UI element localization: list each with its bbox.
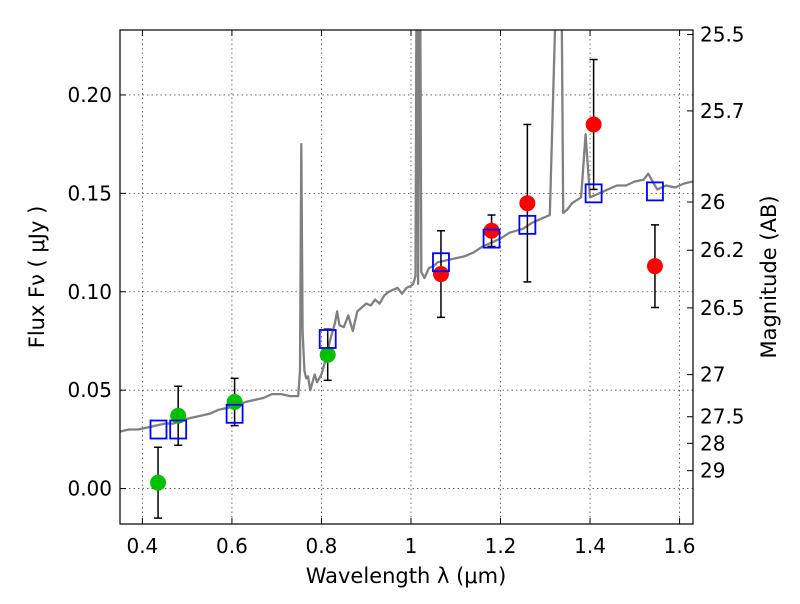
plot-frame — [119, 29, 694, 525]
y-tick-label: 0.00 — [67, 477, 112, 501]
model-photometry-square — [518, 214, 537, 235]
y-axis-label: Flux Fν ( μJy ) — [25, 206, 49, 349]
x-axis-label: Wavelength λ (μm) — [306, 564, 507, 588]
model-photometry-square — [169, 419, 188, 440]
y-tick-label: 0.20 — [67, 83, 112, 107]
mag-tick-label: 25.5 — [700, 23, 745, 47]
mag-tick-label: 27 — [700, 363, 725, 387]
x-tick-label: 0.8 — [306, 534, 338, 558]
mag-tick-label: 26 — [700, 190, 725, 214]
observed-photometry-point — [432, 266, 449, 283]
observed-photometry-point — [646, 258, 663, 275]
x-tick-label: 1.4 — [574, 534, 606, 558]
ticks-layer: 0.4 0.6 0.8 1 1.2 1.4 1.6 0.00 0.05 0.10 0.15 0.20 2… — [67, 23, 744, 558]
observed-photometry-point — [150, 474, 167, 491]
observed-photometry-point — [483, 222, 500, 239]
observed-photometry-point — [585, 116, 602, 133]
y-tick-label: 0.15 — [67, 181, 112, 205]
mag-tick-label: 29 — [700, 459, 725, 483]
observed-photometry-point — [319, 346, 336, 363]
spectrum-layer — [120, 30, 693, 433]
model-spectrum-line — [120, 30, 693, 433]
x-tick-label: 1.6 — [664, 534, 696, 558]
mag-tick-label: 28 — [700, 431, 725, 455]
right-axis-label: Magnitude (AB) — [757, 195, 781, 358]
model-photometry-square — [482, 228, 501, 249]
model-photometry-square — [584, 183, 603, 204]
mag-tick-label: 27.5 — [700, 405, 745, 429]
observed-photometry-point — [226, 393, 243, 410]
x-tick-label: 0.4 — [126, 534, 158, 558]
observed-photometry-point — [519, 195, 536, 212]
grid-layer — [120, 30, 693, 524]
model-photometry-square — [646, 181, 664, 202]
x-tick-label: 1.2 — [485, 534, 517, 558]
mag-tick-label: 26.5 — [700, 296, 745, 320]
mag-tick-label: 26.2 — [700, 238, 745, 262]
marker-layer — [149, 116, 664, 491]
y-tick-label: 0.05 — [67, 378, 112, 402]
y-tick-label: 0.10 — [67, 280, 112, 304]
x-tick-label: 0.6 — [216, 534, 248, 558]
model-photometry-square — [225, 403, 244, 424]
mag-tick-label: 25.7 — [700, 99, 745, 123]
model-photometry-square — [149, 419, 168, 440]
model-photometry-square — [318, 329, 337, 349]
model-photometry-square — [432, 252, 450, 273]
x-tick-label: 1 — [405, 534, 418, 558]
